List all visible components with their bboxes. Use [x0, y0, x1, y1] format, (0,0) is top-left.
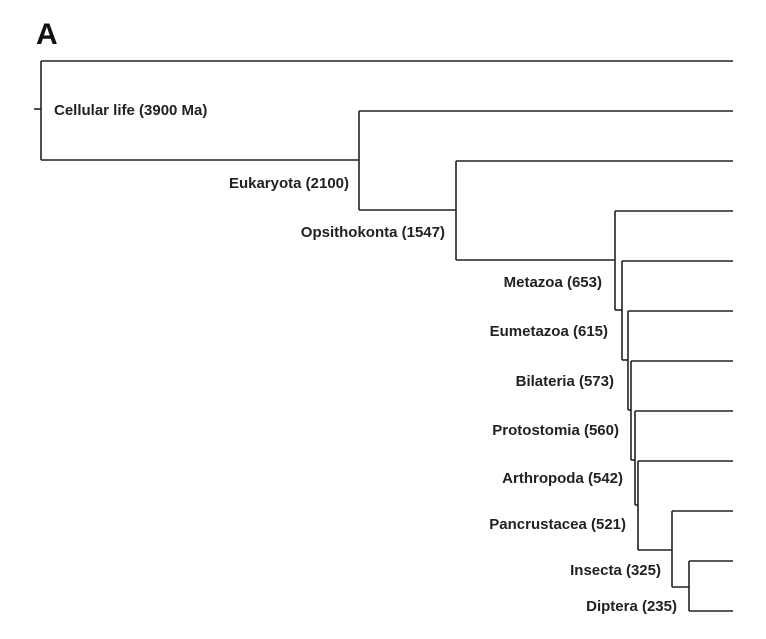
node-label-pancrustacea: Pancrustacea (521): [489, 516, 626, 533]
node-label-protostomia: Protostomia (560): [492, 422, 619, 439]
node-label-arthropoda: Arthropoda (542): [502, 470, 623, 487]
panel-label: A: [36, 18, 58, 51]
node-label-opsithokonta: Opsithokonta (1547): [301, 224, 445, 241]
node-label-insecta: Insecta (325): [570, 562, 661, 579]
node-label-eumetazoa: Eumetazoa (615): [490, 323, 608, 340]
node-label-bilateria: Bilateria (573): [516, 373, 614, 390]
node-label-metazoa: Metazoa (653): [504, 274, 602, 291]
node-label-diptera: Diptera (235): [586, 598, 677, 615]
node-label-cellular-life: Cellular life (3900 Ma): [54, 102, 207, 119]
node-label-eukaryota: Eukaryota (2100): [229, 175, 349, 192]
